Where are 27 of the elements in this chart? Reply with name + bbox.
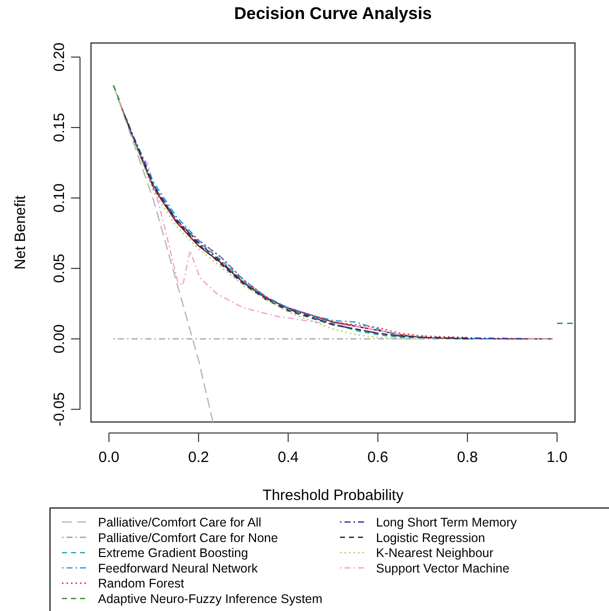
y-axis-title: Net Benefit bbox=[12, 194, 29, 270]
legend-label: Palliative/Comfort Care for All bbox=[98, 516, 262, 530]
x-tick-label: 0.6 bbox=[367, 449, 388, 466]
legend-label: Long Short Term Memory bbox=[376, 516, 518, 530]
x-tick-label: 0.8 bbox=[457, 449, 478, 466]
legend-label: Palliative/Comfort Care for None bbox=[98, 530, 278, 545]
y-tick-label: 0.10 bbox=[51, 183, 68, 213]
x-axis-title: Threshold Probability bbox=[262, 487, 404, 504]
x-tick-label: 0.0 bbox=[98, 449, 120, 466]
legend-label: K-Nearest Neighbour bbox=[376, 546, 494, 560]
y-tick-label: -0.05 bbox=[51, 392, 68, 426]
legend-label: Adaptive Neuro-Fuzzy Inference System bbox=[98, 592, 322, 606]
legend-label: Feedforward Neural Network bbox=[98, 561, 259, 576]
legend-label: Support Vector Machine bbox=[376, 561, 510, 576]
line-series bbox=[130, 134, 424, 340]
y-tick-label: 0.05 bbox=[51, 254, 68, 284]
legend-label: Logistic Regression bbox=[376, 530, 486, 545]
y-tick-label: 0.20 bbox=[51, 42, 68, 72]
legend-label: Extreme Gradient Boosting bbox=[98, 546, 248, 560]
x-tick-label: 0.4 bbox=[278, 449, 299, 466]
x-tick-label: 1.0 bbox=[546, 449, 568, 466]
y-tick-label: 0.15 bbox=[51, 112, 68, 142]
line-series bbox=[112, 84, 214, 423]
legend-label: Random Forest bbox=[98, 576, 185, 591]
chart-title: Decision Curve Analysis bbox=[234, 4, 432, 23]
x-tick-label: 0.2 bbox=[188, 449, 209, 466]
y-tick-label: 0.00 bbox=[51, 324, 68, 354]
